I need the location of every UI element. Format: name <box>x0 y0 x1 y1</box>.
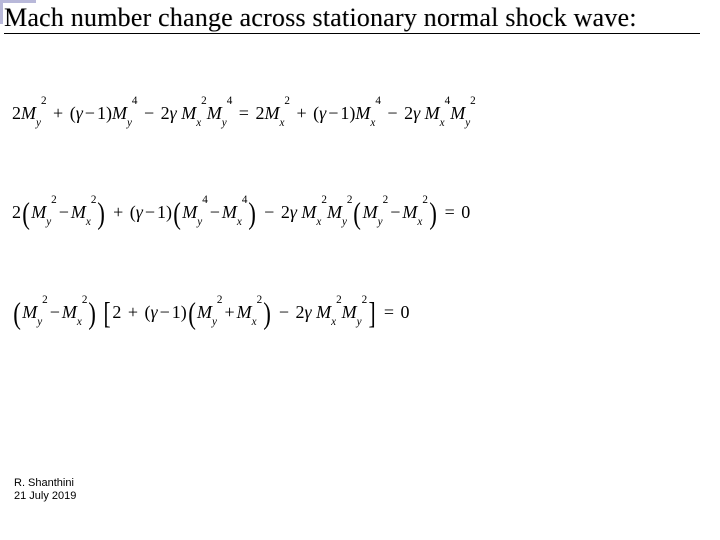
equation-2: 2(My2−Mx2) + (γ−1)(My4−Mx4) − 2γ Mx2My2(… <box>12 196 708 226</box>
equation-3: (My2−Mx2) [2 + (γ−1)(My2+Mx2) − 2γ Mx2My… <box>12 296 708 326</box>
slide-title: Mach number change across stationary nor… <box>4 4 716 33</box>
equation-1: 2My2 + (γ−1)My4 − 2γ Mx2My4 = 2Mx2 + (γ−… <box>12 104 708 127</box>
footer-date: 21 July 2019 <box>14 490 76 504</box>
slide-footer: R. Shanthini 21 July 2019 <box>14 477 76 505</box>
title-underline <box>4 33 700 34</box>
footer-author: R. Shanthini <box>14 477 76 491</box>
